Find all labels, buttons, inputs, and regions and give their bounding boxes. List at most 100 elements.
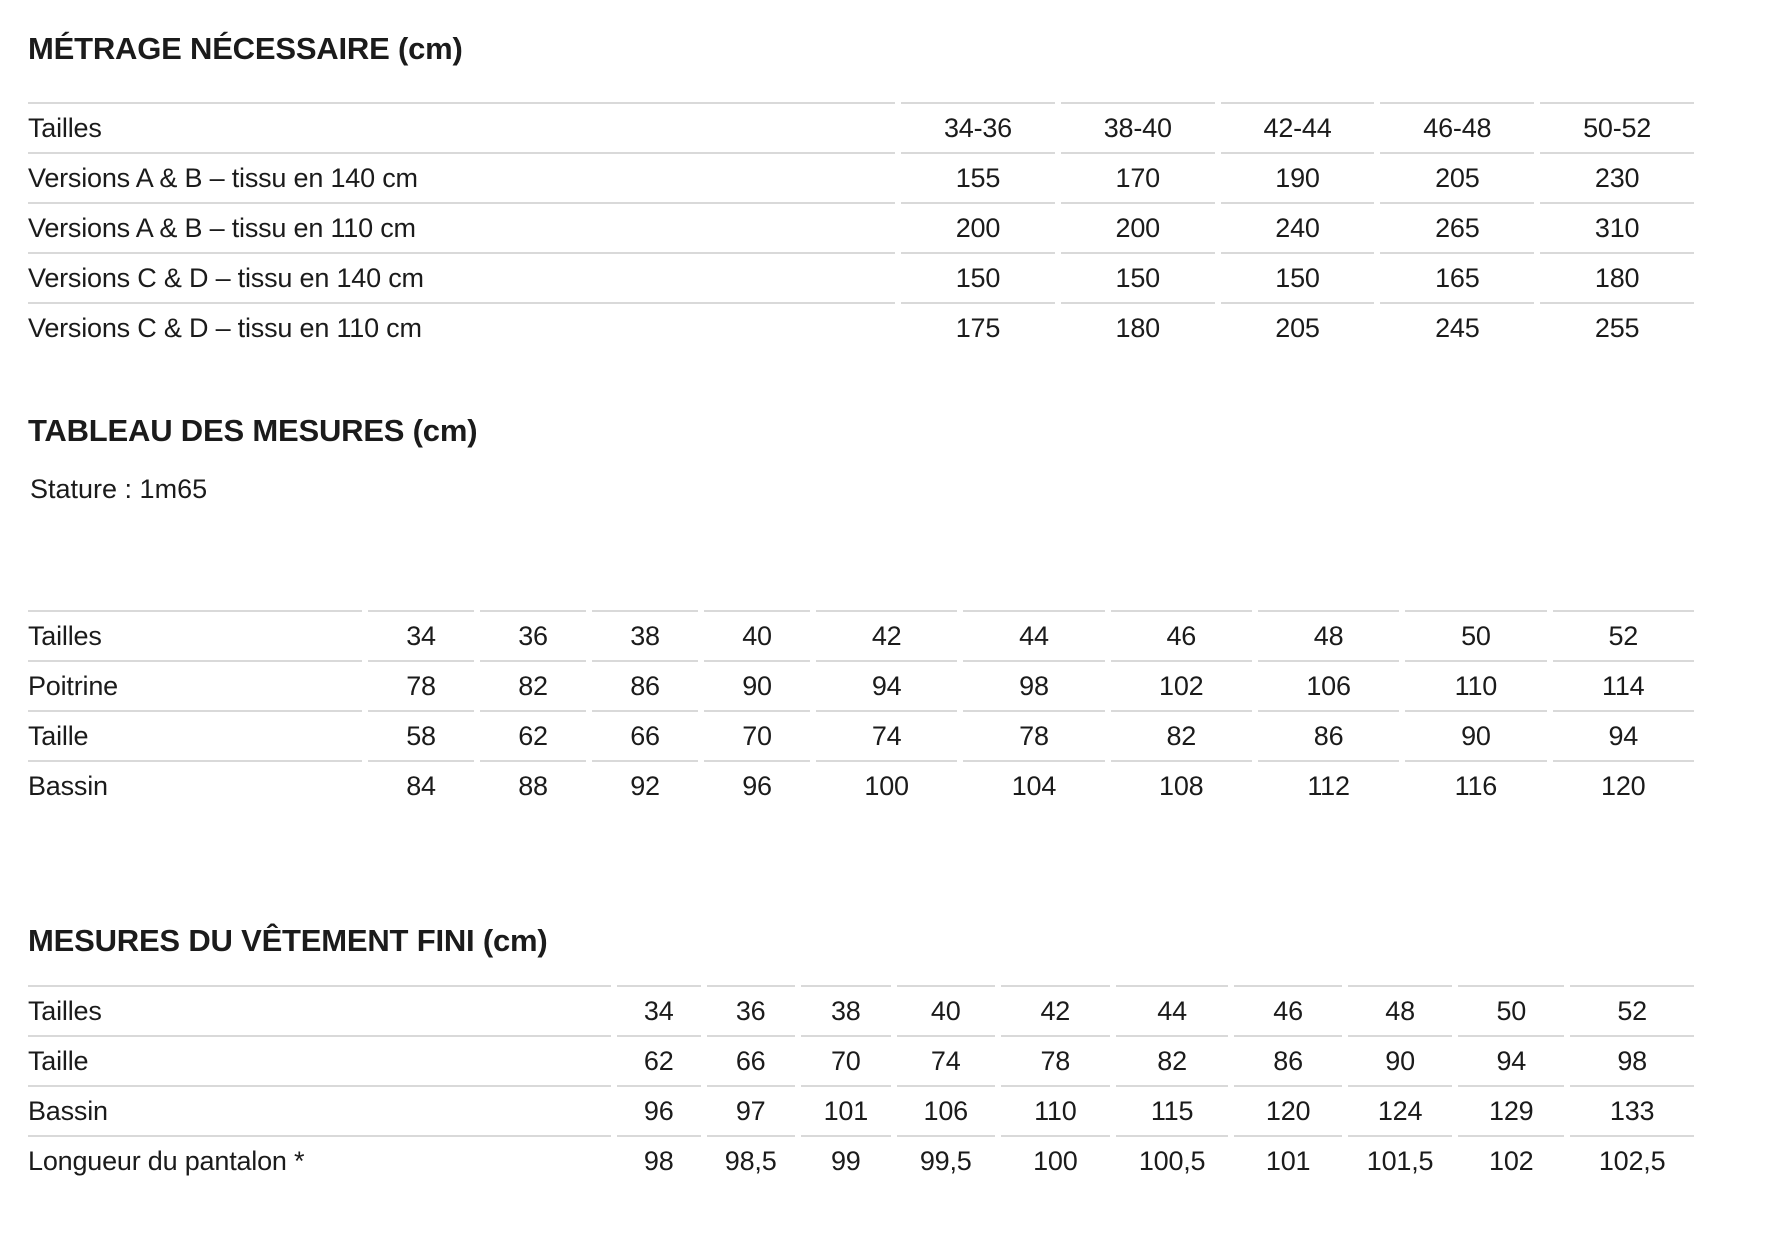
value-cell: 97 (706, 1085, 795, 1135)
value-cell: 255 (1540, 302, 1694, 352)
table-row: Versions A & B – tissu en 110 cm 200 200 24… (28, 202, 1694, 252)
value-cell: 200 (901, 202, 1055, 252)
value-cell: 190 (1220, 152, 1375, 202)
size-header-cell: 52 (1570, 985, 1694, 1035)
value-cell: 155 (901, 152, 1055, 202)
value-cell: 101 (1234, 1135, 1342, 1185)
value-cell: 99 (800, 1135, 891, 1185)
value-cell: 165 (1380, 252, 1535, 302)
value-cell: 205 (1380, 152, 1535, 202)
value-cell: 106 (896, 1085, 995, 1135)
size-header-cell: 40 (704, 610, 810, 660)
size-header-cell: 36 (480, 610, 587, 660)
value-cell: 116 (1405, 760, 1547, 810)
value-cell: 86 (1257, 710, 1400, 760)
value-cell: 101,5 (1347, 1135, 1453, 1185)
value-cell: 100 (1000, 1135, 1110, 1185)
section-metrage: MÉTRAGE NÉCESSAIRE (cm) Tailles 34-36 38-4… (28, 30, 1694, 352)
size-header-cell: 34 (617, 985, 701, 1035)
row-label-cell: Versions A & B – tissu en 110 cm (28, 202, 896, 252)
value-cell: 78 (1000, 1035, 1110, 1085)
value-cell: 129 (1458, 1085, 1565, 1135)
section-title-fini: MESURES DU VÊTEMENT FINI (cm) (28, 923, 548, 958)
value-cell: 88 (480, 760, 587, 810)
mesures-table: Tailles 34 36 38 40 42 44 46 48 50 52 Poitrine 78 82 8… (22, 610, 1700, 810)
size-header-cell: 42 (816, 610, 958, 660)
value-cell: 230 (1540, 152, 1694, 202)
table-row: Versions C & D – tissu en 110 cm 175 180 20… (28, 302, 1694, 352)
section-title-mesures: TABLEAU DES MESURES (cm) (28, 413, 478, 448)
value-cell: 96 (704, 760, 810, 810)
value-cell: 200 (1060, 202, 1215, 252)
value-cell: 245 (1380, 302, 1535, 352)
value-cell: 133 (1570, 1085, 1694, 1135)
value-cell: 70 (800, 1035, 891, 1085)
value-cell: 94 (1552, 710, 1694, 760)
value-cell: 108 (1110, 760, 1252, 810)
value-cell: 74 (816, 710, 958, 760)
size-header-cell: 50 (1458, 985, 1565, 1035)
table-header-row: Tailles 34-36 38-40 42-44 46-48 50-52 (28, 102, 1694, 152)
value-cell: 62 (617, 1035, 701, 1085)
value-cell: 86 (1234, 1035, 1342, 1085)
row-label-cell: Bassin (28, 760, 363, 810)
size-header-cell: 34 (368, 610, 475, 660)
value-cell: 100 (816, 760, 958, 810)
size-header-cell: 38 (800, 985, 891, 1035)
section-fini: MESURES DU VÊTEMENT FINI (cm) Tailles 34 3… (28, 922, 1694, 1185)
row-label-cell: Versions C & D – tissu en 110 cm (28, 302, 896, 352)
value-cell: 98 (1570, 1035, 1694, 1085)
value-cell: 99,5 (896, 1135, 995, 1185)
size-header-cell: 52 (1552, 610, 1694, 660)
value-cell: 124 (1347, 1085, 1453, 1135)
value-cell: 82 (1110, 710, 1252, 760)
value-cell: 94 (1458, 1035, 1565, 1085)
value-cell: 265 (1380, 202, 1535, 252)
value-cell: 98 (617, 1135, 701, 1185)
value-cell: 84 (368, 760, 475, 810)
value-cell: 98,5 (706, 1135, 795, 1185)
size-header-cell: 38-40 (1060, 102, 1215, 152)
value-cell: 110 (1000, 1085, 1110, 1135)
value-cell: 180 (1060, 302, 1215, 352)
size-header-cell: 40 (896, 985, 995, 1035)
value-cell: 90 (704, 660, 810, 710)
size-header-cell: 46 (1234, 985, 1342, 1035)
section-title-metrage: MÉTRAGE NÉCESSAIRE (cm) (28, 31, 463, 66)
size-header-cell: 44 (1115, 985, 1229, 1035)
value-cell: 94 (816, 660, 958, 710)
value-cell: 310 (1540, 202, 1694, 252)
value-cell: 150 (901, 252, 1055, 302)
value-cell: 66 (592, 710, 699, 760)
value-cell: 101 (800, 1085, 891, 1135)
row-label-cell: Bassin (28, 1085, 611, 1135)
header-label-cell: Tailles (28, 985, 611, 1035)
value-cell: 110 (1405, 660, 1547, 710)
value-cell: 175 (901, 302, 1055, 352)
value-cell: 240 (1220, 202, 1375, 252)
value-cell: 78 (963, 710, 1105, 760)
value-cell: 104 (963, 760, 1105, 810)
row-label-cell: Poitrine (28, 660, 363, 710)
header-label-cell: Tailles (28, 102, 896, 152)
table-row: Bassin 84 88 92 96 100 104 108 112 116 120 (28, 760, 1694, 810)
table-row: Versions A & B – tissu en 140 cm 155 170 19… (28, 152, 1694, 202)
value-cell: 86 (592, 660, 699, 710)
size-header-cell: 42 (1000, 985, 1110, 1035)
value-cell: 115 (1115, 1085, 1229, 1135)
size-header-cell: 50-52 (1540, 102, 1694, 152)
value-cell: 58 (368, 710, 475, 760)
table-row: Taille 62 66 70 74 78 82 86 90 94 98 (28, 1035, 1694, 1085)
value-cell: 170 (1060, 152, 1215, 202)
table-header-row: Tailles 34 36 38 40 42 44 46 48 50 52 (28, 610, 1694, 660)
value-cell: 120 (1234, 1085, 1342, 1135)
value-cell: 120 (1552, 760, 1694, 810)
table-row: Taille 58 62 66 70 74 78 82 86 90 94 (28, 710, 1694, 760)
table-row: Longueur du pantalon * 98 98,5 99 99,5 100 100… (28, 1135, 1694, 1185)
value-cell: 100,5 (1115, 1135, 1229, 1185)
value-cell: 106 (1257, 660, 1400, 710)
row-label-cell: Longueur du pantalon * (28, 1135, 611, 1185)
size-header-cell: 48 (1347, 985, 1453, 1035)
value-cell: 82 (480, 660, 587, 710)
